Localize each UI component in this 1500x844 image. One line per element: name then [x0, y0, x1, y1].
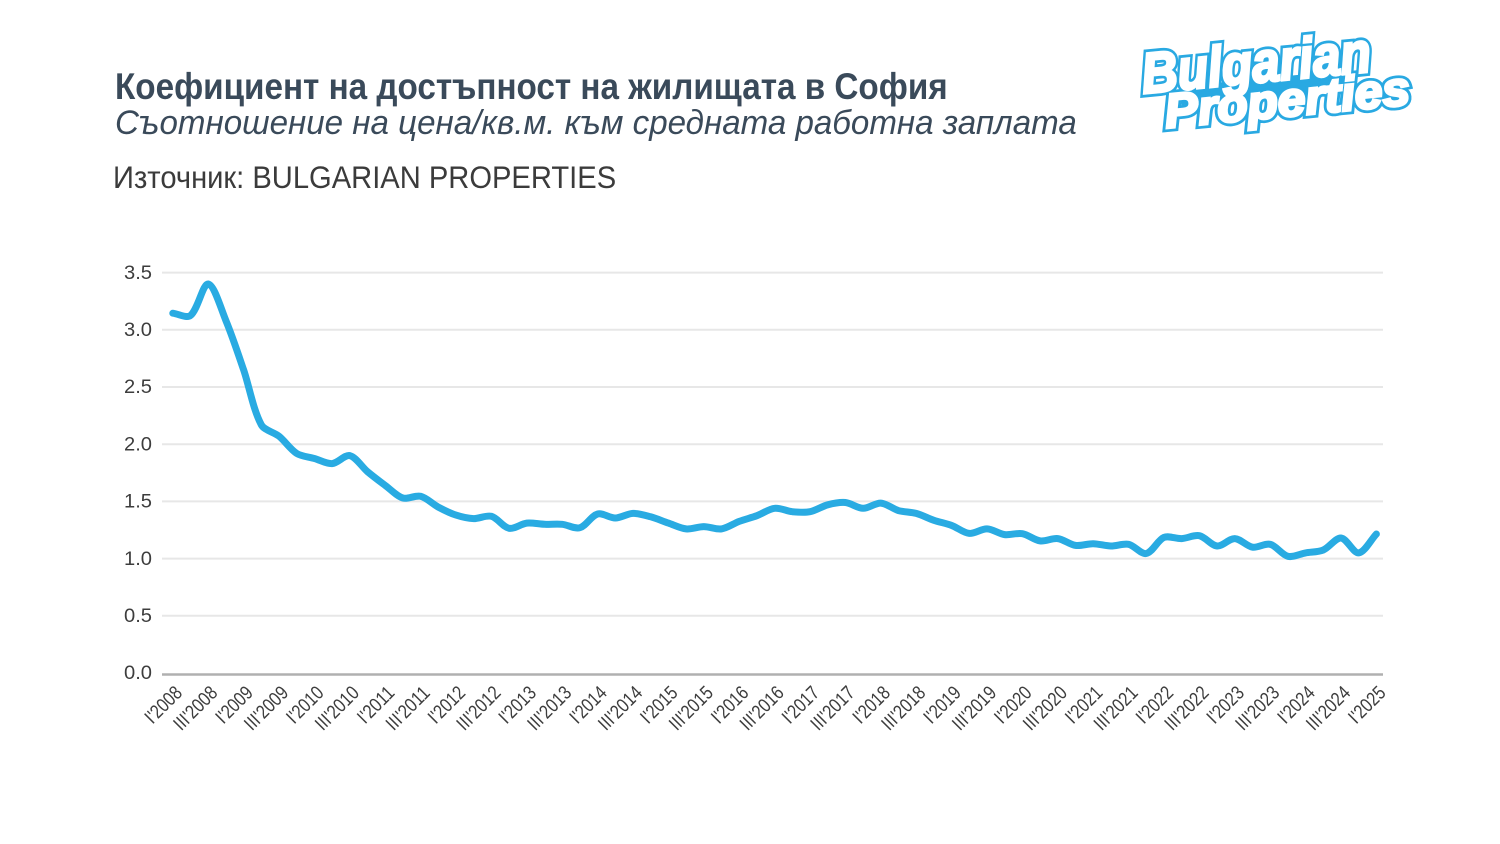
svg-text:3.0: 3.0: [124, 319, 152, 341]
svg-text:2.0: 2.0: [124, 433, 152, 455]
svg-text:3.5: 3.5: [124, 262, 152, 284]
svg-text:1.0: 1.0: [124, 548, 152, 570]
svg-text:I'2025: I'2025: [1344, 682, 1390, 728]
svg-text:1.5: 1.5: [124, 491, 152, 513]
svg-text:Bulgarian: Bulgarian: [1139, 21, 1374, 107]
svg-text:0.0: 0.0: [124, 662, 152, 684]
svg-text:2.5: 2.5: [124, 376, 152, 398]
svg-text:0.5: 0.5: [124, 605, 152, 627]
